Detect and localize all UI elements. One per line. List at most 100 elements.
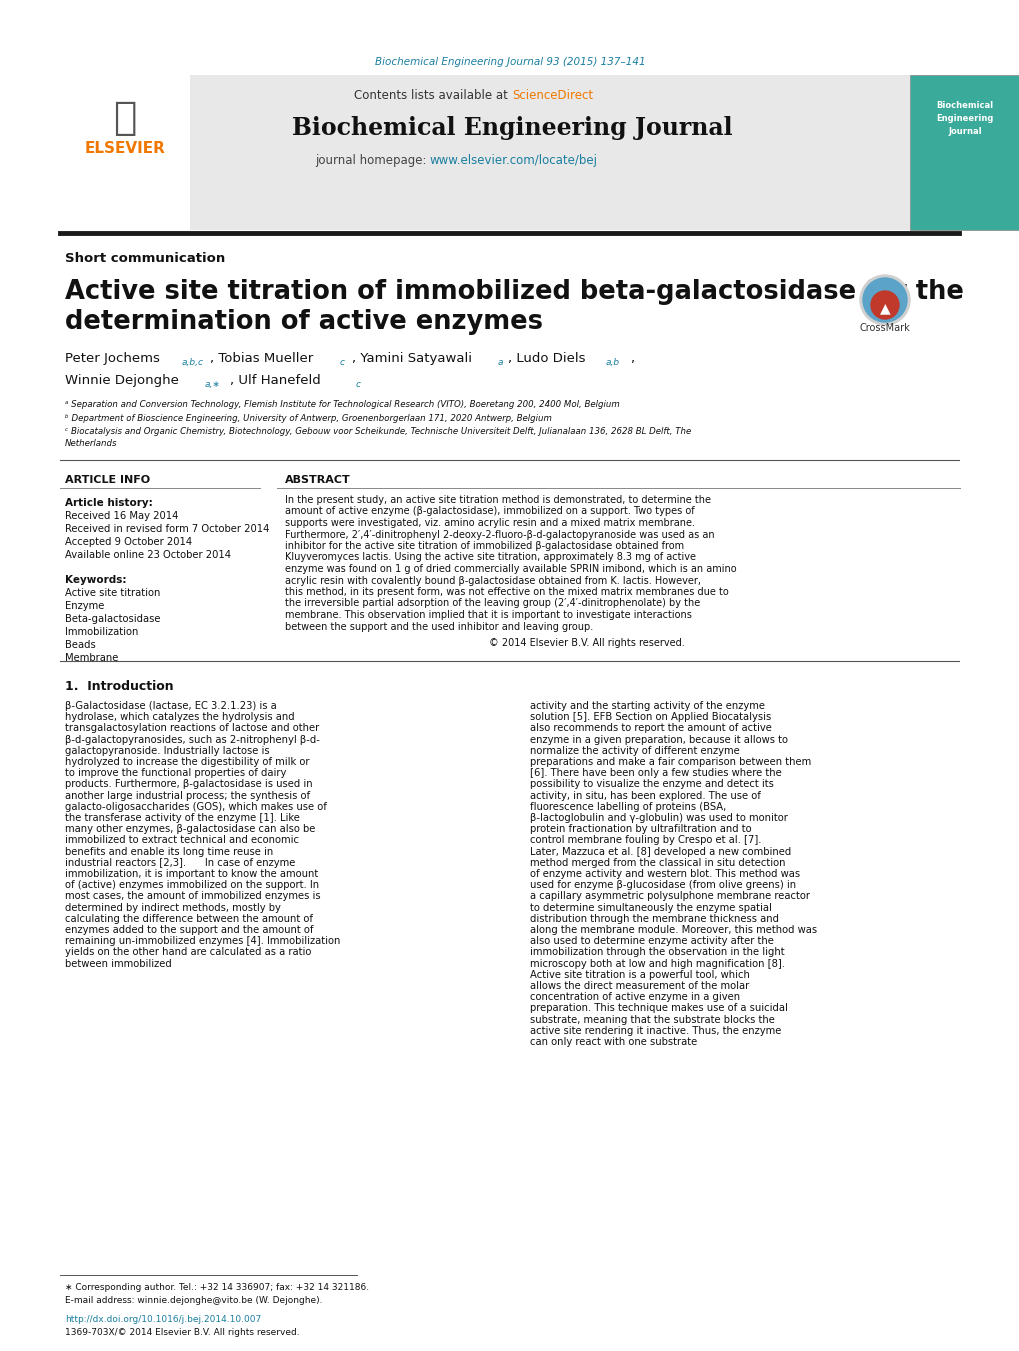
Text: Engineering: Engineering — [935, 113, 993, 123]
Text: inhibitor for the active site titration of immobilized β-galactosidase obtained : inhibitor for the active site titration … — [284, 540, 684, 551]
Text: Later, Mazzuca et al. [8] developed a new combined: Later, Mazzuca et al. [8] developed a ne… — [530, 847, 791, 857]
Text: immobilization, it is important to know the amount: immobilization, it is important to know … — [65, 869, 318, 880]
Text: amount of active enzyme (β-galactosidase), immobilized on a support. Two types o: amount of active enzyme (β-galactosidase… — [284, 507, 694, 516]
Text: enzyme was found on 1 g of dried commercially available SPRIN imibond, which is : enzyme was found on 1 g of dried commerc… — [284, 563, 736, 574]
Text: another large industrial process; the synthesis of: another large industrial process; the sy… — [65, 790, 310, 801]
Text: immobilization through the observation in the light: immobilization through the observation i… — [530, 947, 784, 958]
Text: , Ulf Hanefeld: , Ulf Hanefeld — [229, 373, 320, 386]
Text: ,: , — [630, 351, 634, 365]
Text: benefits and enable its long time reuse in: benefits and enable its long time reuse … — [65, 847, 273, 857]
Text: yields on the other hand are calculated as a ratio: yields on the other hand are calculated … — [65, 947, 311, 958]
Text: , Tobias Mueller: , Tobias Mueller — [210, 351, 313, 365]
Text: acrylic resin with covalently bound β-galactosidase obtained from K. lactis. How: acrylic resin with covalently bound β-ga… — [284, 576, 700, 585]
Text: ARTICLE INFO: ARTICLE INFO — [65, 476, 150, 485]
Text: a: a — [497, 358, 503, 367]
Text: immobilized to extract technical and economic: immobilized to extract technical and eco… — [65, 835, 299, 846]
Text: c: c — [356, 380, 361, 389]
Text: galacto-oligosaccharides (GOS), which makes use of: galacto-oligosaccharides (GOS), which ma… — [65, 801, 326, 812]
Text: CrossMark: CrossMark — [859, 323, 910, 332]
Text: Beta-galactosidase: Beta-galactosidase — [65, 613, 160, 624]
Text: , Ludo Diels: , Ludo Diels — [507, 351, 585, 365]
Text: Peter Jochems: Peter Jochems — [65, 351, 160, 365]
Text: www.elsevier.com/locate/bej: www.elsevier.com/locate/bej — [430, 154, 597, 166]
Text: control membrane fouling by Crespo et al. [7].: control membrane fouling by Crespo et al… — [530, 835, 761, 846]
Text: 1.  Introduction: 1. Introduction — [65, 680, 173, 693]
Text: 🌳: 🌳 — [113, 99, 137, 136]
Text: 1369-703X/© 2014 Elsevier B.V. All rights reserved.: 1369-703X/© 2014 Elsevier B.V. All right… — [65, 1328, 300, 1337]
Text: [6]. There have been only a few studies where the: [6]. There have been only a few studies … — [530, 769, 781, 778]
Text: supports were investigated, viz. amino acrylic resin and a mixed matrix membrane: supports were investigated, viz. amino a… — [284, 517, 694, 528]
Text: products. Furthermore, β-galactosidase is used in: products. Furthermore, β-galactosidase i… — [65, 780, 312, 789]
Text: β-lactoglobulin and γ-globulin) was used to monitor: β-lactoglobulin and γ-globulin) was used… — [530, 813, 787, 823]
Text: concentration of active enzyme in a given: concentration of active enzyme in a give… — [530, 992, 740, 1002]
Text: remaining un-immobilized enzymes [4]. Immobilization: remaining un-immobilized enzymes [4]. Im… — [65, 936, 340, 946]
Text: to determine simultaneously the enzyme spatial: to determine simultaneously the enzyme s… — [530, 902, 771, 912]
Text: activity, in situ, has been explored. The use of: activity, in situ, has been explored. Th… — [530, 790, 760, 801]
Text: a,∗: a,∗ — [205, 380, 221, 389]
Text: along the membrane module. Moreover, this method was: along the membrane module. Moreover, thi… — [530, 925, 816, 935]
Text: E-mail address: winnie.dejonghe@vito.be (W. Dejonghe).: E-mail address: winnie.dejonghe@vito.be … — [65, 1297, 322, 1305]
Text: In the present study, an active site titration method is demonstrated, to determ: In the present study, an active site tit… — [284, 494, 710, 505]
Text: most cases, the amount of immobilized enzymes is: most cases, the amount of immobilized en… — [65, 892, 320, 901]
Text: fluorescence labelling of proteins (BSA,: fluorescence labelling of proteins (BSA, — [530, 801, 726, 812]
Text: determination of active enzymes: determination of active enzymes — [65, 309, 542, 335]
Text: β-d-galactopyranosides, such as 2-nitrophenyl β-d-: β-d-galactopyranosides, such as 2-nitrop… — [65, 735, 320, 744]
Text: c: c — [339, 358, 344, 367]
Text: Enzyme: Enzyme — [65, 601, 104, 611]
Text: substrate, meaning that the substrate blocks the: substrate, meaning that the substrate bl… — [530, 1015, 774, 1024]
Text: used for enzyme β-glucosidase (from olive greens) in: used for enzyme β-glucosidase (from oliv… — [530, 881, 796, 890]
Text: method merged from the classical in situ detection: method merged from the classical in situ… — [530, 858, 785, 867]
Text: Biochemical Engineering Journal: Biochemical Engineering Journal — [291, 116, 732, 141]
Circle shape — [859, 276, 909, 326]
Text: Membrane: Membrane — [65, 653, 118, 663]
Text: activity and the starting activity of the enzyme: activity and the starting activity of th… — [530, 701, 764, 711]
Text: a,b: a,b — [605, 358, 620, 367]
Text: transgalactosylation reactions of lactose and other: transgalactosylation reactions of lactos… — [65, 723, 319, 734]
Text: membrane. This observation implied that it is important to investigate interacti: membrane. This observation implied that … — [284, 611, 691, 620]
Text: between the support and the used inhibitor and leaving group.: between the support and the used inhibit… — [284, 621, 593, 631]
Text: hydrolase, which catalyzes the hydrolysis and: hydrolase, which catalyzes the hydrolysi… — [65, 712, 294, 723]
Text: this method, in its present form, was not effective on the mixed matrix membrane: this method, in its present form, was no… — [284, 586, 728, 597]
Text: preparations and make a fair comparison between them: preparations and make a fair comparison … — [530, 757, 810, 767]
Text: enzymes added to the support and the amount of: enzymes added to the support and the amo… — [65, 925, 313, 935]
Text: Netherlands: Netherlands — [65, 439, 117, 449]
Text: active site rendering it inactive. Thus, the enzyme: active site rendering it inactive. Thus,… — [530, 1025, 781, 1036]
Text: Biochemical: Biochemical — [935, 100, 993, 109]
Text: Biochemical Engineering Journal 93 (2015) 137–141: Biochemical Engineering Journal 93 (2015… — [374, 57, 645, 68]
Text: protein fractionation by ultrafiltration and to: protein fractionation by ultrafiltration… — [530, 824, 751, 834]
Text: Immobilization: Immobilization — [65, 627, 139, 638]
Text: distribution through the membrane thickness and: distribution through the membrane thickn… — [530, 913, 779, 924]
Text: Accepted 9 October 2014: Accepted 9 October 2014 — [65, 536, 192, 547]
Circle shape — [870, 290, 898, 319]
Text: also recommends to report the amount of active: also recommends to report the amount of … — [530, 723, 771, 734]
Text: ABSTRACT: ABSTRACT — [284, 476, 351, 485]
Text: Contents lists available at: Contents lists available at — [354, 89, 512, 101]
Text: © 2014 Elsevier B.V. All rights reserved.: © 2014 Elsevier B.V. All rights reserved… — [489, 638, 685, 648]
Circle shape — [862, 278, 906, 322]
Text: Active site titration: Active site titration — [65, 588, 160, 598]
Text: calculating the difference between the amount of: calculating the difference between the a… — [65, 913, 313, 924]
Text: Furthermore, 2′,4′-dinitrophenyl 2-deoxy-2-fluoro-β-d-galactopyranoside was used: Furthermore, 2′,4′-dinitrophenyl 2-deoxy… — [284, 530, 714, 539]
FancyBboxPatch shape — [909, 76, 1019, 230]
Text: the transferase activity of the enzyme [1]. Like: the transferase activity of the enzyme [… — [65, 813, 300, 823]
Text: hydrolyzed to increase the digestibility of milk or: hydrolyzed to increase the digestibility… — [65, 757, 309, 767]
Text: ELSEVIER: ELSEVIER — [85, 141, 165, 155]
Text: ScienceDirect: ScienceDirect — [512, 89, 592, 101]
Text: http://dx.doi.org/10.1016/j.bej.2014.10.007: http://dx.doi.org/10.1016/j.bej.2014.10.… — [65, 1316, 261, 1324]
Text: also used to determine enzyme activity after the: also used to determine enzyme activity a… — [530, 936, 773, 946]
Text: Available online 23 October 2014: Available online 23 October 2014 — [65, 550, 230, 561]
Text: galactopyranoside. Industrially lactose is: galactopyranoside. Industrially lactose … — [65, 746, 269, 755]
Text: Beads: Beads — [65, 640, 96, 650]
FancyBboxPatch shape — [60, 76, 190, 230]
Text: enzyme in a given preparation, because it allows to: enzyme in a given preparation, because i… — [530, 735, 788, 744]
Text: preparation. This technique makes use of a suicidal: preparation. This technique makes use of… — [530, 1004, 787, 1013]
Text: between immobilized: between immobilized — [65, 959, 171, 969]
Text: ▲: ▲ — [878, 301, 890, 315]
Text: ∗ Corresponding author. Tel.: +32 14 336907; fax: +32 14 321186.: ∗ Corresponding author. Tel.: +32 14 336… — [65, 1283, 369, 1293]
Text: can only react with one substrate: can only react with one substrate — [530, 1038, 697, 1047]
Text: Short communication: Short communication — [65, 251, 225, 265]
Text: industrial reactors [2,3].      In case of enzyme: industrial reactors [2,3]. In case of en… — [65, 858, 296, 867]
Text: normalize the activity of different enzyme: normalize the activity of different enzy… — [530, 746, 739, 755]
Text: possibility to visualize the enzyme and detect its: possibility to visualize the enzyme and … — [530, 780, 773, 789]
Text: journal homepage:: journal homepage: — [315, 154, 430, 166]
